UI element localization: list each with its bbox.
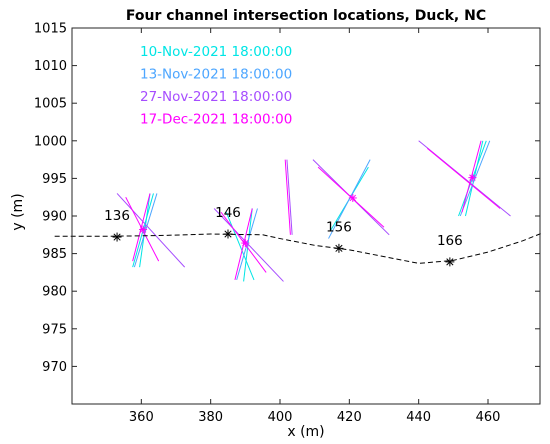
plot-area: 136 146 156 166 10-Nov-2021 18:00:00 13-Nov-…	[54, 27, 544, 405]
legend-entry: 27-Nov-2021 18:00:00	[140, 89, 292, 105]
y-tick-label: 1005	[34, 97, 67, 112]
markers-layer	[112, 173, 477, 267]
channel-line	[286, 159, 293, 235]
intersection-marker	[348, 193, 357, 202]
y-tick-label: 995	[42, 172, 67, 187]
shoreline-dashed-line	[54, 232, 544, 264]
channel-line	[133, 193, 158, 268]
station-marker	[334, 243, 344, 253]
y-tick-label: 985	[42, 247, 67, 262]
y-tick-label: 990	[42, 210, 67, 225]
station-marker	[223, 229, 233, 239]
x-axis-ticks: 360 380 400 420 440 460	[129, 28, 500, 425]
plot-background	[72, 28, 540, 404]
x-axis-label: x (m)	[287, 424, 324, 440]
y-tick-label: 975	[42, 322, 67, 337]
legend-entry: 10-Nov-2021 18:00:00	[140, 44, 292, 60]
channel-line	[427, 147, 501, 209]
channel-line	[284, 159, 291, 235]
intersection-marker	[241, 239, 250, 248]
y-tick-label: 980	[42, 285, 67, 300]
chart-title: Four channel intersection locations, Duc…	[126, 8, 486, 24]
y-tick-label: 1000	[34, 134, 67, 149]
station-label: 136	[104, 208, 130, 224]
y-tick-label: 1015	[34, 22, 67, 37]
x-tick-label: 440	[406, 410, 431, 425]
shoreline-layer	[54, 232, 544, 264]
channel-line	[213, 208, 284, 282]
y-tick-label: 970	[42, 360, 67, 375]
x-tick-label: 420	[337, 410, 362, 425]
x-tick-label: 460	[476, 410, 501, 425]
channel-line-group-2	[133, 140, 491, 281]
x-tick-label: 360	[129, 410, 154, 425]
intersection-marker	[468, 173, 477, 182]
legend: 10-Nov-2021 18:00:00 13-Nov-2021 18:00:00…	[140, 44, 292, 128]
channel-line	[243, 208, 253, 282]
channel-line	[328, 159, 371, 239]
x-tick-label: 380	[198, 410, 223, 425]
channel-line	[317, 166, 385, 228]
legend-entry: 13-Nov-2021 18:00:00	[140, 67, 292, 83]
station-marker	[112, 232, 122, 242]
station-label: 166	[437, 233, 463, 249]
legend-entry: 17-Dec-2021 18:00:00	[140, 112, 292, 128]
channel-line	[116, 193, 186, 268]
channel-line	[139, 193, 151, 268]
y-axis-ticks: 970 975 980 985 990 995 1000 1005 1010 1015	[34, 22, 540, 375]
channel-line	[464, 140, 484, 217]
intersection-marker	[139, 225, 148, 234]
channel-line	[459, 140, 491, 217]
channel-line	[225, 212, 255, 281]
x-tick-label: 400	[268, 410, 293, 425]
station-marker	[445, 257, 455, 267]
y-tick-label: 1010	[34, 59, 67, 74]
y-axis-label: y (m)	[10, 193, 26, 230]
station-label: 156	[326, 219, 352, 235]
station-label: 146	[215, 205, 241, 221]
station-labels-layer: 136 146 156 166	[104, 205, 463, 249]
